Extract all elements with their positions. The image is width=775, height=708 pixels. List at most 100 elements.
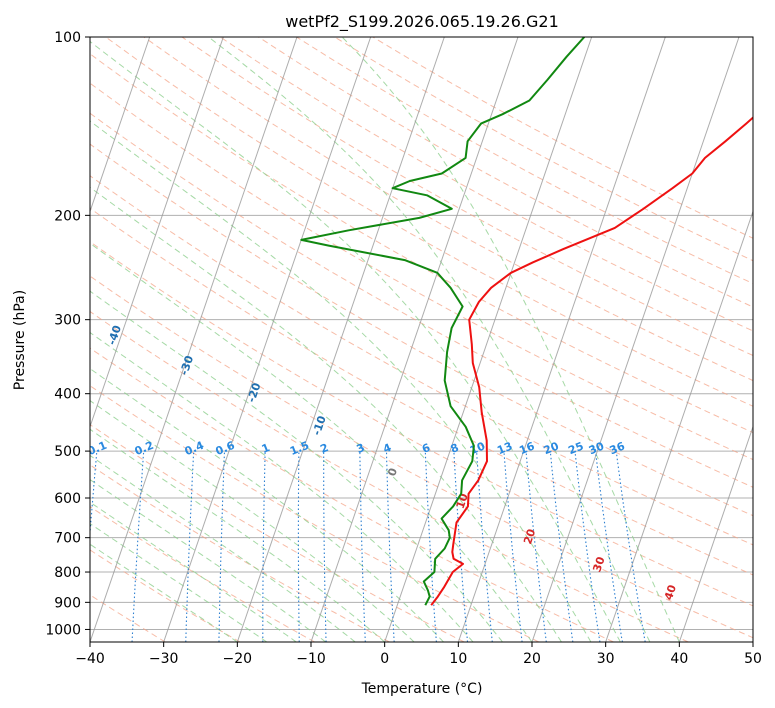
isotherm-label: -30 — [177, 354, 196, 377]
y-tick-label: 800 — [54, 565, 81, 581]
isotherm-label: 10 — [454, 491, 471, 510]
mixing-ratio-label: 1 — [260, 441, 272, 456]
mixing-ratio-line — [453, 451, 469, 642]
dry-adiabat — [90, 549, 241, 642]
mixing-ratio-line — [424, 451, 437, 642]
isotherm-label: 30 — [590, 555, 607, 574]
y-tick-label: 700 — [54, 531, 81, 547]
isotherm-line — [310, 37, 519, 642]
chart-title: wetPf2_S199.2026.065.19.26.G21 — [285, 12, 559, 32]
dry-adiabat — [105, 37, 753, 407]
isotherm-line — [0, 37, 2, 642]
isotherm-label: 20 — [521, 527, 538, 546]
isotherm-line — [236, 37, 445, 642]
dry-adiabat — [90, 143, 753, 517]
mixing-ratio-line — [574, 451, 601, 642]
mixing-ratio-line — [131, 451, 145, 642]
isotherm-line — [90, 37, 298, 642]
x-tick-label: −40 — [75, 651, 105, 667]
moist-adiabat — [90, 428, 386, 642]
y-tick-label: 300 — [54, 313, 81, 329]
dry-adiabat — [90, 53, 753, 434]
y-tick-label: 1000 — [45, 622, 81, 638]
y-tick-label: 200 — [54, 208, 81, 224]
moist-adiabat — [90, 543, 238, 642]
isotherm-label: -10 — [310, 414, 329, 437]
mixing-ratio-label: 20 — [542, 439, 561, 457]
x-tick-label: 50 — [744, 651, 762, 667]
mixing-ratio-label: 13 — [495, 440, 514, 458]
mixing-ratio-line — [385, 451, 395, 642]
moist-adiabat — [90, 290, 503, 642]
dry-adiabat — [90, 505, 315, 642]
y-tick-label: 100 — [54, 30, 81, 46]
y-tick-label: 600 — [54, 491, 81, 507]
y-axis-label: Pressure (hPa) — [12, 290, 28, 390]
dewpoint-profile-line — [300, 37, 586, 606]
mixing-ratio-label: 10 — [468, 439, 487, 457]
mixing-ratio-line — [615, 451, 646, 642]
mixing-ratio-label: 2 — [318, 441, 330, 456]
dry-adiabat — [90, 385, 540, 642]
isotherm-line — [457, 37, 666, 642]
x-axis-label: Temperature (°C) — [361, 681, 483, 697]
mixing-ratio-label: 16 — [517, 439, 536, 457]
mixing-ratio-line — [476, 451, 493, 642]
dry-adiabat — [219, 37, 753, 332]
mixing-ratio-label: 0.1 — [86, 439, 109, 458]
moist-adiabat — [90, 522, 268, 642]
temperature-profile-line — [430, 116, 753, 606]
mixing-ratio-label: 8 — [449, 441, 461, 456]
dry-adiabat — [90, 175, 753, 546]
mixing-ratio-label: 1.5 — [288, 439, 311, 458]
dry-adiabat — [181, 37, 753, 357]
dry-adiabat — [296, 37, 753, 285]
moist-adiabat — [90, 120, 592, 642]
mixing-ratio-label: 3 — [355, 441, 367, 456]
x-tick-label: 30 — [597, 651, 615, 667]
dry-adiabat — [372, 37, 753, 239]
mixing-ratio-line — [549, 451, 574, 642]
isotherm-line — [90, 37, 224, 429]
y-tick-label: 900 — [54, 595, 81, 611]
mixing-ratio-line — [262, 451, 266, 642]
isotherm-label: -40 — [105, 323, 124, 346]
moist-adiabat — [90, 186, 562, 642]
x-tick-label: 40 — [670, 651, 688, 667]
isotherm-label: -20 — [245, 381, 264, 404]
mixing-ratio-label: 4 — [381, 441, 393, 456]
mixing-ratio-label: 6 — [420, 441, 432, 456]
plot-frame — [89, 36, 754, 643]
dry-adiabat — [90, 424, 465, 642]
mixing-ratio-line — [525, 451, 547, 642]
mixing-ratio-label: 30 — [587, 439, 606, 457]
y-axis-ticks: 100 200 300 400 500 600 700 800 900 1000 — [45, 30, 90, 638]
isotherm-label: 40 — [662, 583, 679, 602]
moist-adiabat — [90, 331, 474, 642]
mixing-ratio-line — [323, 451, 327, 642]
x-tick-label: 10 — [449, 651, 467, 667]
isotherm-line — [678, 425, 753, 642]
isotherm-label: 0 — [385, 466, 400, 478]
moist-adiabat — [90, 399, 415, 642]
isotherm-line — [752, 640, 753, 642]
mixing-ratio-label: 0.4 — [183, 439, 206, 458]
moist-adiabat — [90, 40, 621, 642]
x-axis-ticks: −40 −30 −20 −10 0 10 20 30 40 50 — [75, 642, 762, 667]
isotherm-line — [531, 37, 740, 642]
y-tick-label: 500 — [54, 444, 81, 460]
dry-adiabat — [90, 82, 753, 461]
profile-series — [300, 37, 753, 606]
x-tick-label: −10 — [296, 651, 326, 667]
moist-adiabat — [341, 37, 680, 642]
isotherm-label: -50 — [42, 289, 61, 312]
isotherm-line — [163, 37, 372, 642]
mixing-ratio-line — [185, 451, 195, 642]
mixing-ratio-line — [503, 451, 523, 642]
moist-adiabat — [90, 479, 327, 642]
mixing-ratio-label: 0.2 — [133, 439, 156, 458]
mixing-ratio-line — [90, 451, 98, 540]
dry-adiabat — [90, 241, 753, 607]
mixing-ratio-label: 25 — [566, 440, 585, 458]
